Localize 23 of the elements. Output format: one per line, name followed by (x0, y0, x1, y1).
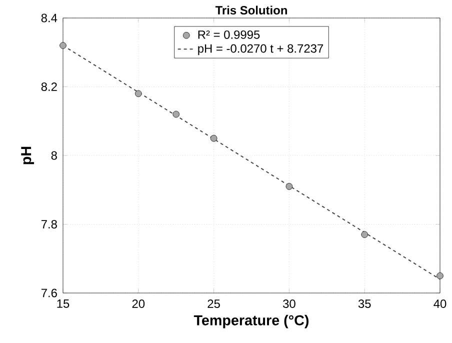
legend-label: pH = -0.0270 t + 8.7237 (198, 44, 324, 56)
legend-label: R² = 0.9995 (198, 30, 260, 39)
y-tick-label: 7.6 (41, 288, 57, 298)
x-tick-label: 20 (132, 300, 145, 308)
point (60, 42, 66, 49)
point (361, 231, 368, 238)
x-tick-label: 25 (208, 300, 220, 308)
point (436, 272, 444, 280)
y-tick-label: 8.4 (41, 14, 58, 22)
x-tick-label: 30 (283, 300, 296, 308)
point (135, 90, 142, 98)
x-tick-label: 40 (434, 300, 446, 308)
point (172, 110, 180, 118)
chart-title: Tris Solution (215, 6, 287, 14)
x-tick-label: 35 (358, 300, 371, 308)
x-axis-title: Temperature (°C) (194, 314, 309, 328)
point (286, 183, 293, 190)
y-tick-label: 8 (51, 151, 57, 160)
y-tick-label: 7.8 (41, 220, 57, 228)
point (210, 134, 218, 142)
y-axis-title: pH (21, 146, 34, 164)
x-tick-label: 15 (57, 300, 70, 308)
y-tick-label: 8.2 (41, 82, 57, 91)
